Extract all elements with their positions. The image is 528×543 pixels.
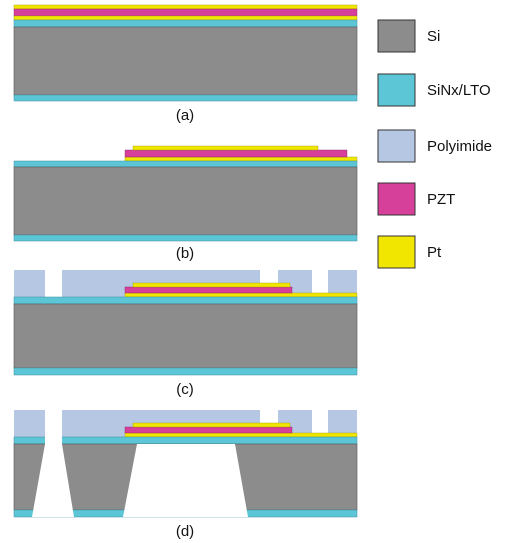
pt-layer (133, 146, 318, 150)
legend-swatch (378, 20, 415, 52)
pt-layer (133, 283, 290, 287)
panel-label: (a) (176, 107, 194, 124)
opening (312, 270, 328, 293)
panel-d: (d) (14, 410, 357, 540)
legend-swatch (378, 236, 415, 268)
si-substrate (14, 27, 357, 95)
legend-label: Pt (427, 244, 442, 261)
pzt-layer (125, 287, 292, 293)
sinx-layer (14, 235, 357, 241)
legend-swatch (378, 74, 415, 106)
opening (312, 410, 328, 433)
opening (260, 270, 278, 284)
panel-c: (c) (14, 270, 357, 398)
legend-swatch (378, 130, 415, 162)
sinx-layer (14, 95, 357, 101)
sinx-layer (14, 297, 357, 304)
legend-label: PZT (427, 191, 455, 208)
panel-b: (b) (14, 146, 357, 262)
legend: Si SiNx/LTO Polyimide PZT Pt (378, 20, 492, 268)
sinx-layer (14, 368, 357, 375)
pt-layer (14, 5, 357, 9)
legend-label: SiNx/LTO (427, 82, 491, 99)
pt-layer (125, 293, 357, 297)
pt-layer (133, 423, 290, 427)
legend-label: Si (427, 28, 440, 45)
cavity (123, 444, 248, 517)
opening (260, 410, 278, 424)
sinx-layer (14, 161, 357, 167)
sinx-layer (14, 20, 357, 27)
si-substrate (14, 304, 357, 368)
pt-layer (14, 16, 357, 20)
pzt-layer (125, 150, 347, 157)
pt-layer (125, 157, 357, 161)
pt-layer (125, 433, 357, 437)
opening (45, 270, 62, 297)
process-diagram: (a) (b) (c) (d) (0, 0, 528, 543)
panel-label: (d) (176, 523, 194, 540)
panel-a: (a) (14, 5, 357, 124)
legend-swatch (378, 183, 415, 215)
pzt-layer (14, 9, 357, 16)
pzt-layer (125, 427, 292, 433)
panel-label: (b) (176, 245, 194, 262)
panel-label: (c) (176, 381, 194, 398)
sinx-layer (14, 437, 357, 444)
si-substrate (14, 167, 357, 235)
legend-label: Polyimide (427, 138, 492, 155)
